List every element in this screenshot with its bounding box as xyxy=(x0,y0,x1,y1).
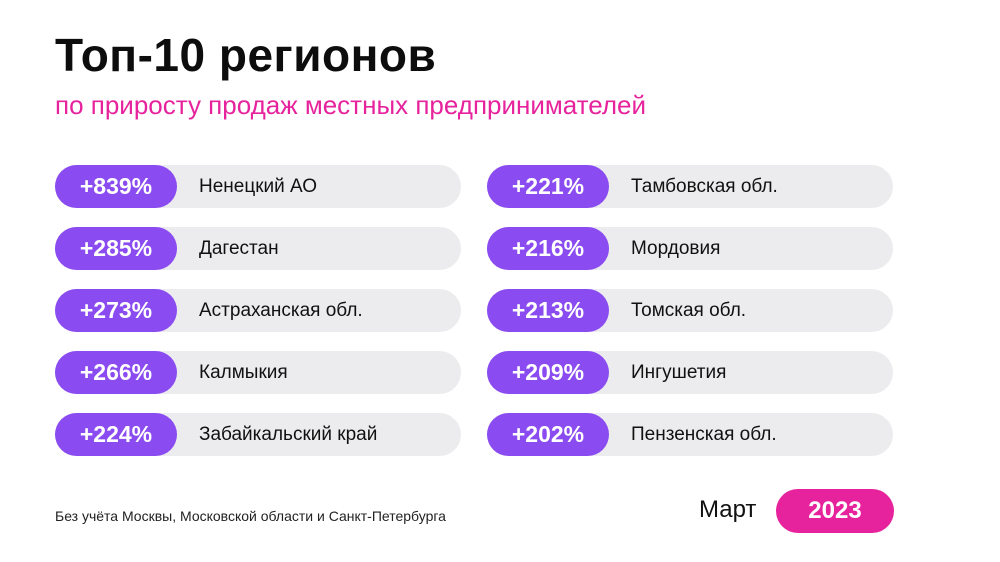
region-name: Мордовия xyxy=(631,238,721,259)
region-row: +273% Астраханская обл. xyxy=(55,289,461,332)
region-name: Пензенская обл. xyxy=(631,424,777,445)
growth-badge: +839% xyxy=(55,165,177,208)
period-month: Март xyxy=(699,496,757,523)
region-name: Тамбовская обл. xyxy=(631,176,778,197)
growth-badge: +266% xyxy=(55,351,177,394)
page-title: Топ-10 регионов xyxy=(55,29,437,81)
growth-badge: +273% xyxy=(55,289,177,332)
region-name: Забайкальский край xyxy=(199,424,378,445)
region-row: +202% Пензенская обл. xyxy=(487,413,893,456)
growth-badge: +209% xyxy=(487,351,609,394)
region-name: Томская обл. xyxy=(631,300,747,321)
region-name: Ингушетия xyxy=(631,362,727,383)
ranking-column-right: +221% Тамбовская обл. +216% Мордовия +21… xyxy=(487,165,893,475)
growth-badge: +224% xyxy=(55,413,177,456)
period-year-badge: 2023 xyxy=(776,489,894,533)
page-subtitle: по приросту продаж местных предпринимате… xyxy=(55,90,647,120)
region-row: +285% Дагестан xyxy=(55,227,461,270)
region-name: Астраханская обл. xyxy=(199,300,363,321)
region-row: +213% Томская обл. xyxy=(487,289,893,332)
growth-badge: +285% xyxy=(55,227,177,270)
growth-badge: +216% xyxy=(487,227,609,270)
region-row: +221% Тамбовская обл. xyxy=(487,165,893,208)
region-row: +209% Ингушетия xyxy=(487,351,893,394)
region-name: Калмыкия xyxy=(199,362,288,383)
region-row: +839% Ненецкий АО xyxy=(55,165,461,208)
region-row: +216% Мордовия xyxy=(487,227,893,270)
growth-badge: +202% xyxy=(487,413,609,456)
region-row: +266% Калмыкия xyxy=(55,351,461,394)
region-name: Дагестан xyxy=(199,238,279,259)
footnote: Без учёта Москвы, Московской области и С… xyxy=(55,508,446,524)
region-name: Ненецкий АО xyxy=(199,176,318,197)
region-row: +224% Забайкальский край xyxy=(55,413,461,456)
growth-badge: +213% xyxy=(487,289,609,332)
ranking-column-left: +839% Ненецкий АО +285% Дагестан +273% А… xyxy=(55,165,461,475)
growth-badge: +221% xyxy=(487,165,609,208)
